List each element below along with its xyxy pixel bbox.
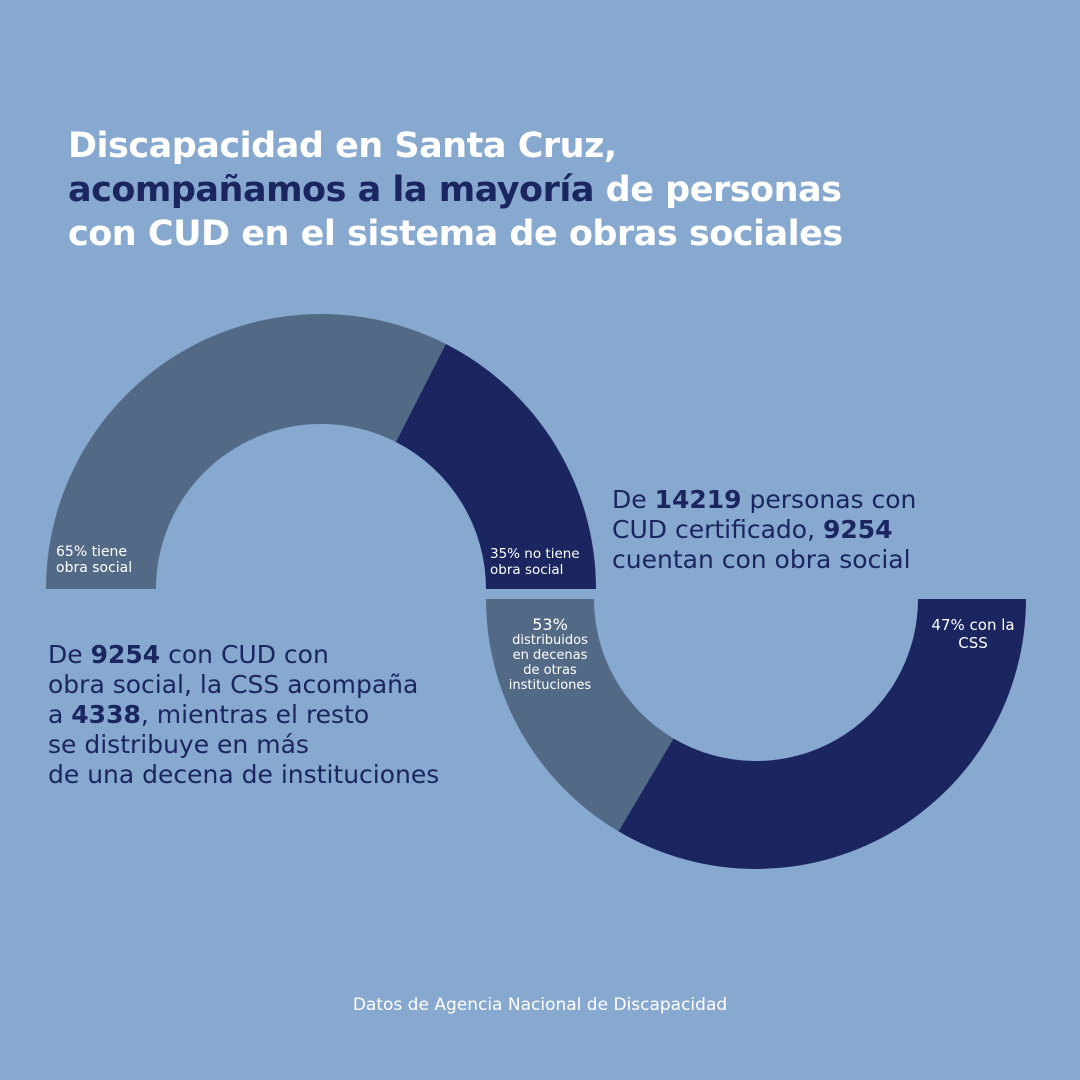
page-title: Discapacidad en Santa Cruz, acompañamos … [68,124,843,256]
source-footer: Datos de Agencia Nacional de Discapacida… [352,995,728,1015]
total-cud-number: 14219 [654,485,742,514]
bottom-half-donut [486,599,1026,869]
text: CUD certificado, [612,515,823,544]
label-tiene-obra-social: 65% tiene obra social [56,544,132,576]
summary-total-cud: De 14219 personas con CUD certificado, 9… [612,485,916,575]
label-otras-instituciones: 53% distribuidos en decenas de otras ins… [500,616,600,693]
text: de una decena de instituciones [48,760,440,789]
label-line: de otras [523,663,577,678]
donut-slice-1 [46,313,446,589]
text: con CUD con [160,640,329,669]
label-line: instituciones [508,678,592,693]
label-line: distribuidos [512,633,588,648]
donut-slice-2 [618,599,1026,869]
label-line: en decenas [512,648,588,663]
text: se distribuye en más [48,730,309,759]
text: De [612,485,655,514]
title-line-1: Discapacidad en Santa Cruz, [68,126,617,166]
text: a [48,700,72,729]
text: , mientras el resto [140,700,370,729]
title-line-3: con CUD en el sistema de obras sociales [68,214,843,254]
label-line: obra social [490,562,564,578]
label-no-tiene-obra-social: 35% no tiene obra social [490,546,580,578]
label-pct: 53% [532,615,568,634]
summary-css: De 9254 con CUD con obra social, la CSS … [48,640,439,790]
donut-slice-2 [395,343,596,589]
con-obra-social-number: 9254 [90,640,161,669]
title-line-2-rest: de personas [593,170,842,210]
con-obra-social-number: 9254 [822,515,893,544]
label-line: 35% no tiene [490,546,580,562]
text: personas con [741,485,917,514]
label-line: 47% con la [931,616,1015,634]
text: obra social, la CSS acompaña [48,670,419,699]
label-line: CSS [958,634,988,652]
label-con-la-css: 47% con la CSS [918,616,1028,652]
css-number: 4338 [71,700,141,729]
label-line: obra social [56,560,133,576]
top-half-donut [46,313,596,589]
text: De [48,640,91,669]
label-line: 65% tiene [56,544,128,560]
title-highlight: acompañamos a la mayoría [68,170,594,210]
donut-slice-1 [486,599,674,832]
text: cuentan con obra social [612,545,911,574]
